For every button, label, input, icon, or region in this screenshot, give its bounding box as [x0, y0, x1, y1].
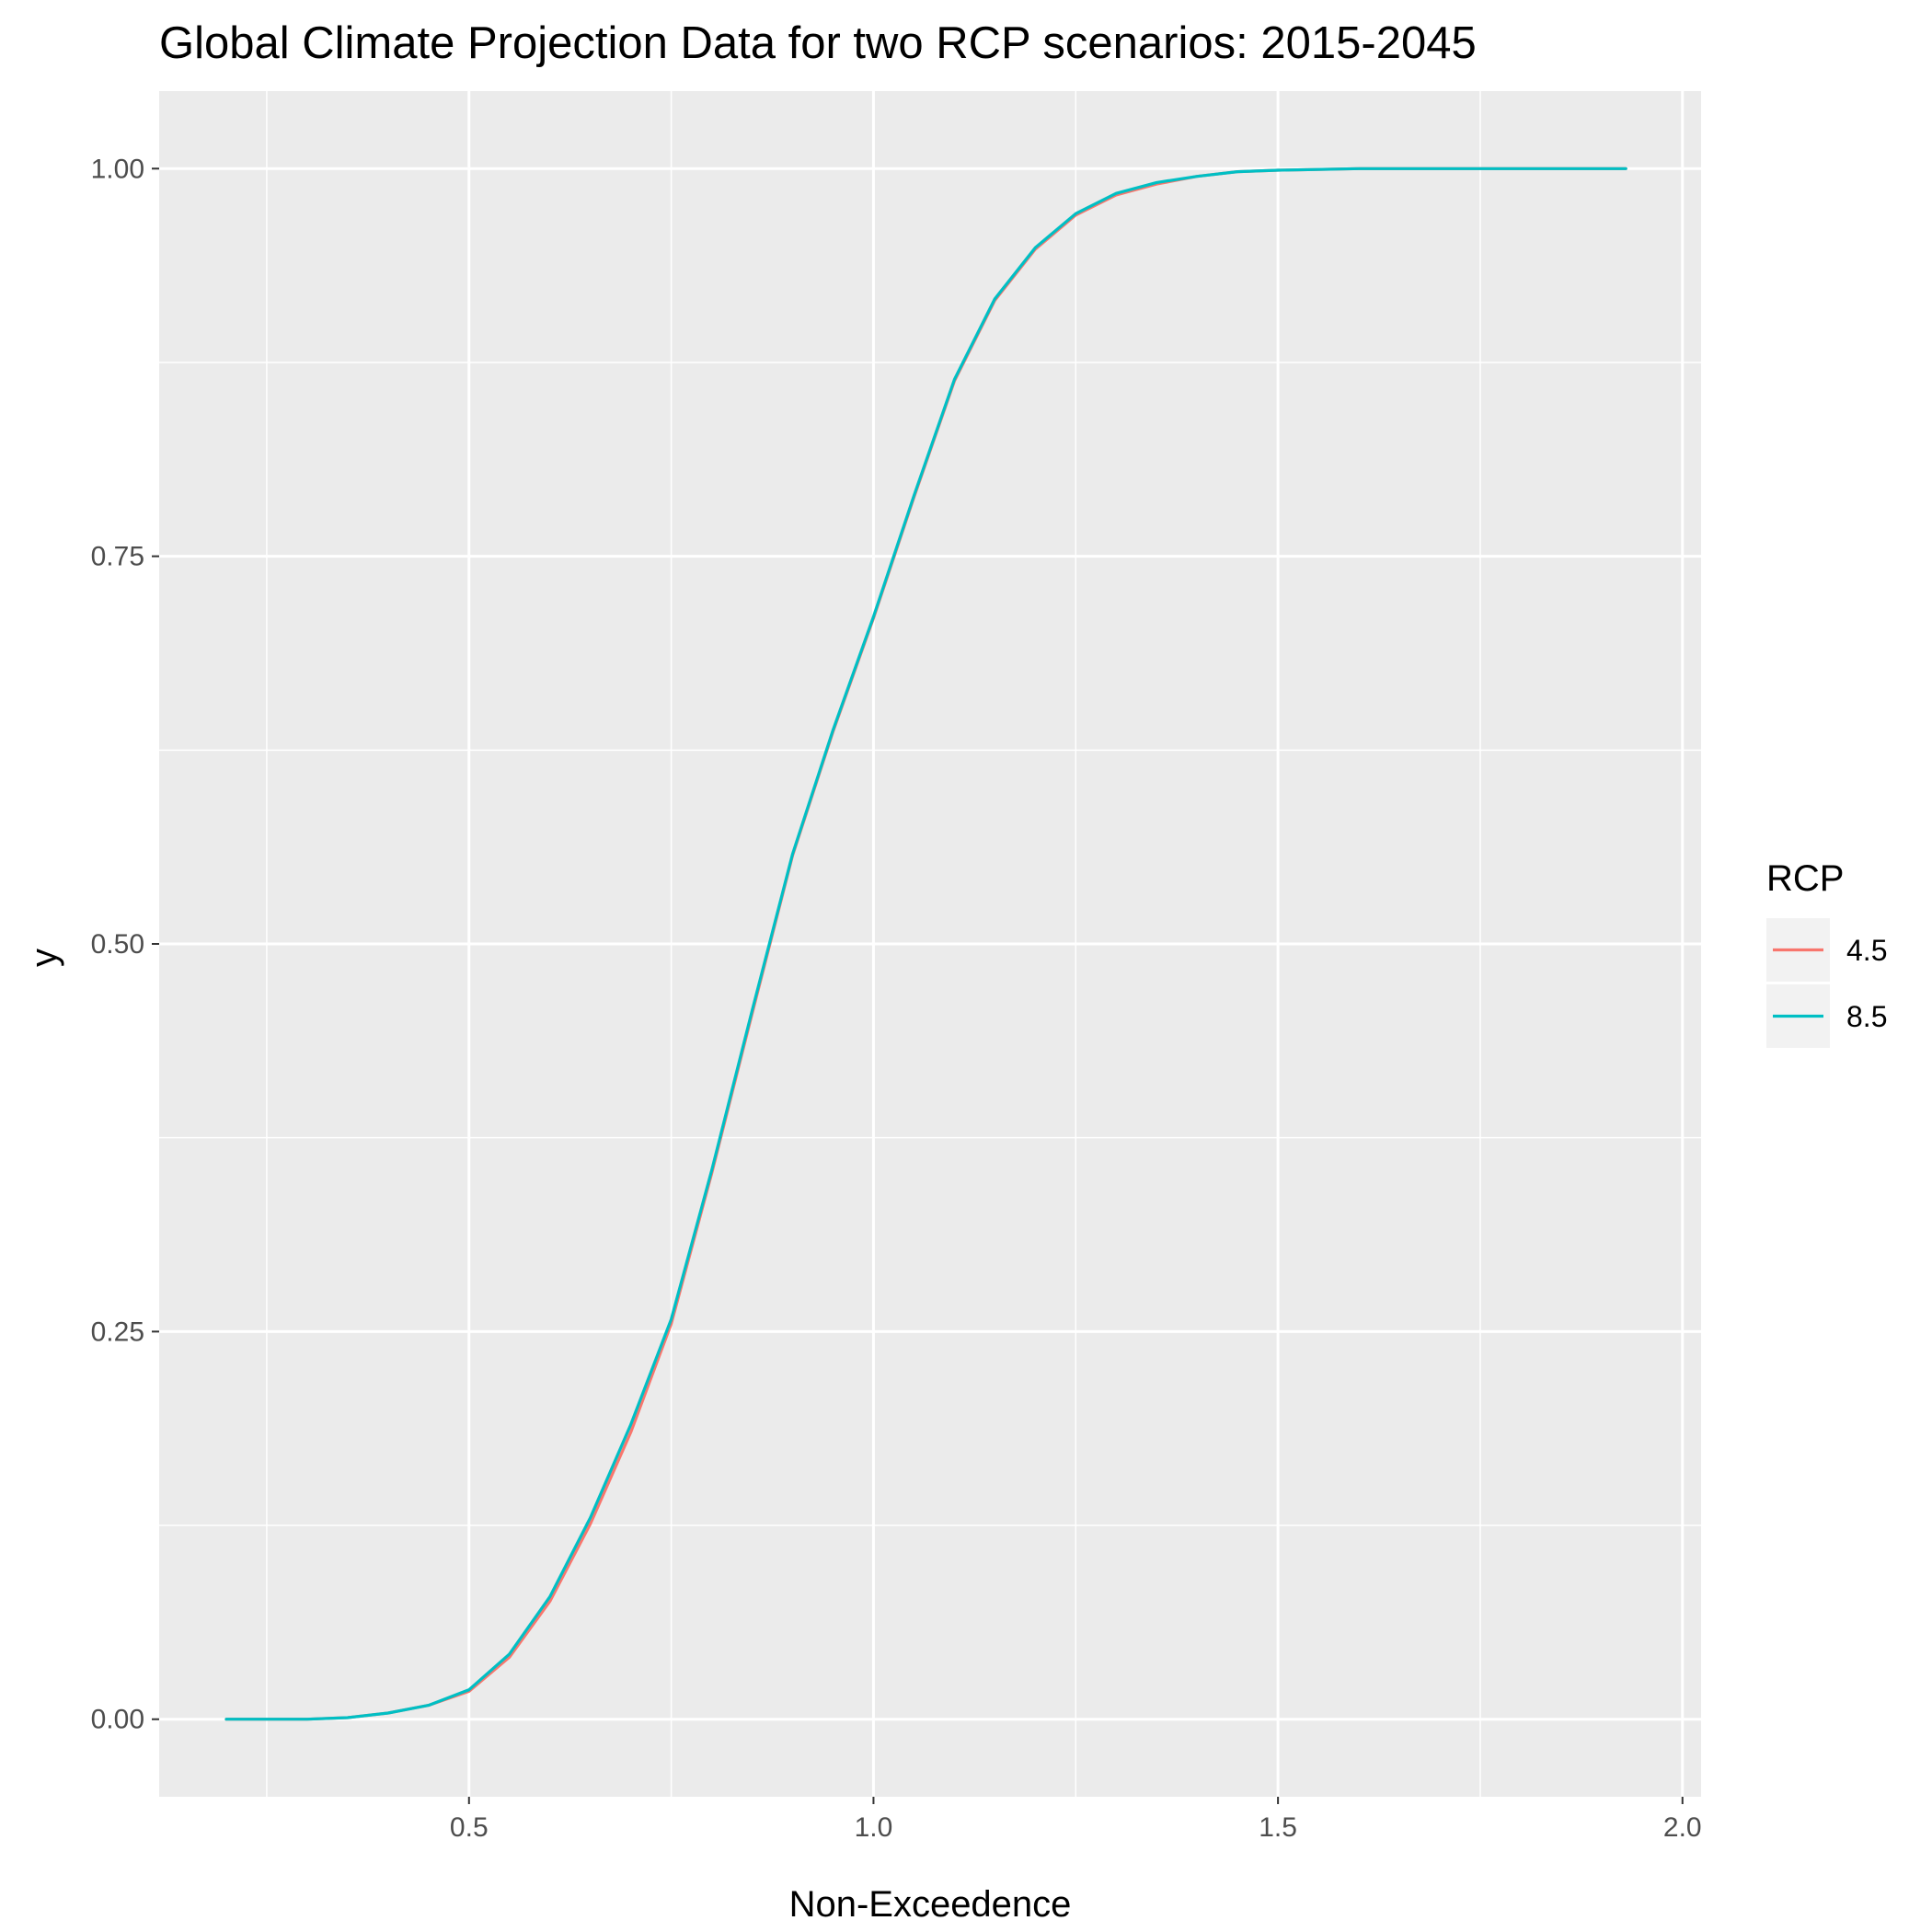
- x-tick-label: 2.0: [1663, 1812, 1702, 1843]
- major-gridlines: [159, 91, 1701, 1797]
- x-tick-label: 1.5: [1259, 1812, 1297, 1843]
- series-lines: [224, 167, 1627, 1721]
- y-tick-label: 0.00: [91, 1705, 144, 1735]
- legend-label-8.5: 8.5: [1846, 1000, 1887, 1033]
- x-tick-label: 1.0: [855, 1812, 893, 1843]
- legend-title: RCP: [1766, 858, 1844, 899]
- y-tick-label: 0.50: [91, 929, 144, 960]
- series-line-8.5: [224, 167, 1627, 1721]
- legend-label-4.5: 4.5: [1846, 934, 1887, 967]
- legend-items: 4.5 8.5: [1766, 918, 1887, 1048]
- axis-ticks: [152, 167, 1684, 1804]
- y-axis-title: y: [24, 949, 64, 967]
- legend: RCP 4.5 8.5: [1766, 858, 1887, 1048]
- y-tick-label: 0.75: [91, 542, 144, 572]
- x-axis-title: Non-Exceedence: [789, 1884, 1072, 1925]
- tick-labels: 0.5 1.0 1.5 2.0 0.00 0.25 0.50 0.75 1.00: [91, 154, 1702, 1843]
- x-tick-label: 0.5: [450, 1812, 489, 1843]
- y-tick-label: 0.25: [91, 1317, 144, 1347]
- y-tick-label: 1.00: [91, 154, 144, 184]
- chart-title: Global Climate Projection Data for two R…: [159, 18, 1477, 68]
